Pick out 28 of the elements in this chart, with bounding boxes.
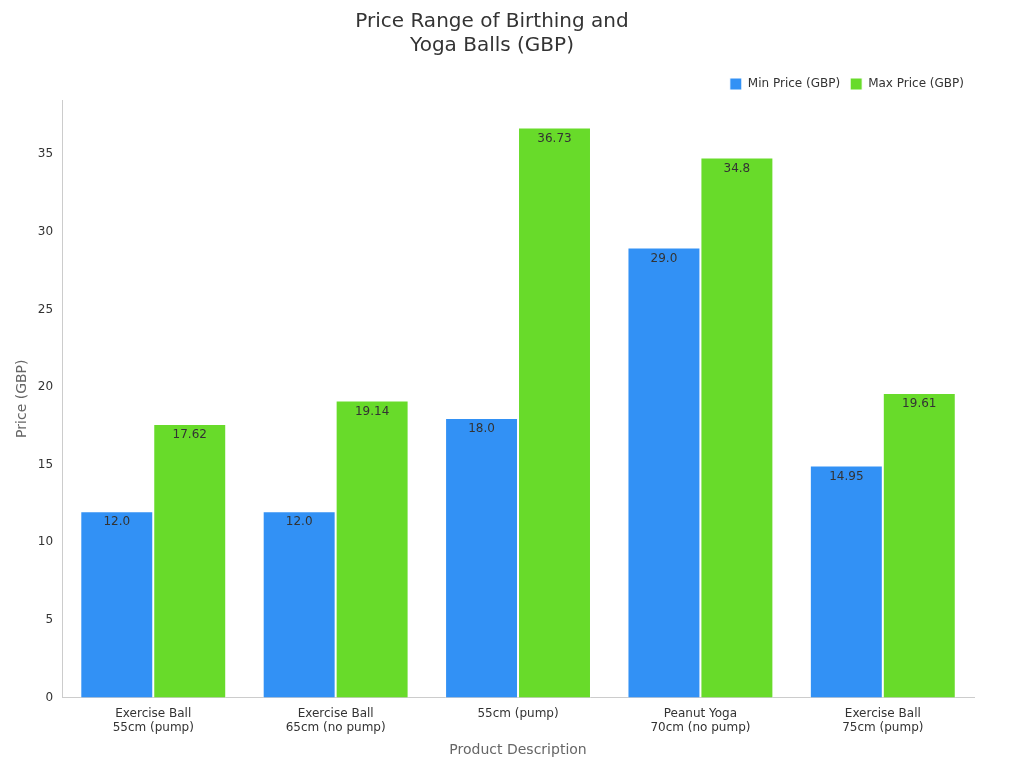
x-tick-label: Peanut Yoga 70cm (no pump) [650, 705, 751, 735]
data-label: 34.8 [723, 160, 751, 175]
chart-title: Price Range of Birthing and Yoga Balls (GBP) [355, 8, 629, 57]
data-label: 12.0 [103, 514, 131, 529]
legend-label: Max Price (GBP) [868, 76, 964, 91]
y-tick-label: 25 [37, 301, 54, 316]
x-tick-label: 55cm (pump) [477, 705, 559, 720]
y-tick-label: 0 [45, 689, 54, 704]
x-axis-title: Product Description [449, 741, 587, 758]
y-tick-label: 35 [37, 146, 54, 161]
y-tick-label: 10 [37, 534, 54, 549]
y-axis-title: Price (GBP) [13, 359, 30, 438]
x-tick-label: Exercise Ball 55cm (pump) [112, 705, 194, 735]
legend-label: Min Price (GBP) [747, 76, 841, 91]
data-label: 29.0 [650, 250, 678, 265]
y-tick-label: 15 [37, 456, 54, 471]
x-tick-label: Exercise Ball 75cm (pump) [842, 705, 924, 735]
y-tick-label: 5 [45, 611, 54, 626]
data-label: 17.62 [172, 427, 207, 442]
data-label: 36.73 [537, 130, 572, 145]
x-tick-label: Exercise Ball 65cm (no pump) [285, 705, 386, 735]
data-label: 18.0 [468, 421, 495, 436]
data-label: 14.95 [829, 468, 864, 483]
data-label: 19.61 [902, 396, 937, 411]
data-label: 19.14 [354, 403, 390, 418]
data-label: 12.0 [285, 514, 313, 529]
y-tick-label: 30 [37, 224, 54, 239]
y-tick-label: 20 [37, 379, 54, 394]
